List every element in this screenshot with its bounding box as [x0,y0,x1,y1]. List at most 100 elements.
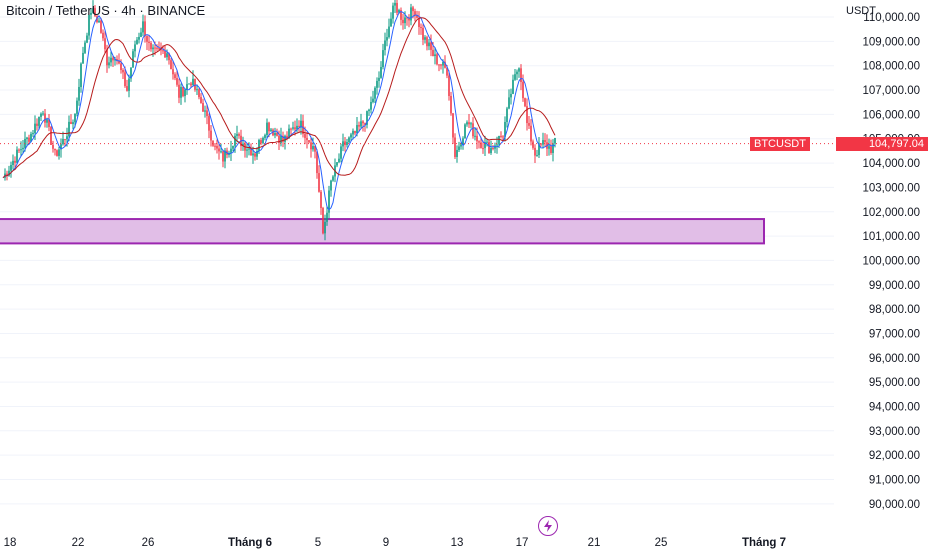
candle-body [74,113,76,123]
candle-body [12,160,14,165]
candle-body [338,158,340,163]
candle-body [94,8,96,17]
candle-body [480,142,482,149]
candle-body [162,50,164,52]
candle-body [306,137,308,141]
candle-body [516,71,518,75]
candle-body [28,137,30,142]
y-tick-label: 102,000.00 [862,207,920,219]
candle-body [20,149,22,151]
candle-body [14,160,16,163]
candle-body [242,143,244,147]
candle-body [68,121,70,137]
candle-body [368,109,370,112]
candle-body [168,53,170,61]
candle-body [54,148,56,151]
candle-body [388,26,390,38]
candle-body [352,130,354,135]
candle-body [46,119,48,123]
candle-body [212,140,214,146]
candle-body [18,149,20,151]
candle-body [214,145,216,147]
candle-body [442,61,444,66]
candle-body [36,123,38,126]
candle-body [440,64,442,66]
candle-body [274,132,276,136]
candle-body [420,26,422,28]
candle-body [142,21,144,33]
candle-body [534,147,536,156]
y-tick-label: 91,000.00 [869,474,920,486]
candle-body [128,78,130,91]
candle-body [254,153,256,157]
candle-body [428,42,430,47]
candle-body [58,149,60,156]
candle-body [248,148,250,150]
y-tick-label: 108,000.00 [862,61,920,73]
y-tick-label: 110,000.00 [863,12,920,24]
candle-body [66,136,68,140]
candle-body [322,208,324,234]
candle-body [116,59,118,61]
candle-body [220,151,222,153]
candle-body [360,121,362,127]
candle-body [498,135,500,145]
candle-body [418,17,420,27]
candle-body [150,43,152,50]
candle-body [166,53,168,58]
candle-body [390,18,392,27]
candle-body [164,51,166,58]
candle-body [50,126,52,145]
candle-body [542,140,544,145]
candle-body [456,149,458,157]
candle-body [160,49,162,51]
candle-body [494,145,496,149]
candle-body [492,148,494,150]
candle-body [328,190,330,213]
candle-body [138,36,140,40]
lightning-icon[interactable] [538,516,558,536]
candle-body [176,78,178,85]
candle-body [264,135,266,138]
candle-body [518,68,520,72]
candle-body [38,116,40,126]
candle-body [380,67,382,78]
candle-body [158,48,160,50]
candle-body [488,141,490,153]
candle-body [202,103,204,112]
candle-body [184,89,186,97]
candle-body [34,123,36,134]
candle-body [44,113,46,123]
candle-body [60,144,62,150]
candle-body [190,83,192,86]
candle-body [436,54,438,65]
candle-body [530,125,532,142]
candle-body [48,119,50,127]
candle-body [470,123,472,125]
candle-body [318,173,320,192]
candle-body [22,147,24,150]
candle-body [100,20,102,33]
candle-body [444,61,446,68]
candle-body [504,121,506,138]
candle-body [392,5,394,19]
x-tick-label: 26 [142,537,155,549]
candle-body [284,135,286,142]
candle-body [182,86,184,97]
candle-body [430,42,432,50]
candle-body [464,124,466,139]
candle-body [130,67,132,79]
candle-body [140,32,142,37]
candle-body [460,144,462,147]
candle-body [198,89,200,98]
candle-body [84,42,86,53]
candle-body [196,89,198,91]
candle-body [110,57,112,63]
candle-body [370,101,372,110]
candle-body [550,146,552,153]
candle-body [450,95,452,114]
candle-body [76,100,78,114]
y-tick-label: 94,000.00 [869,401,920,413]
candle-body [180,86,182,98]
